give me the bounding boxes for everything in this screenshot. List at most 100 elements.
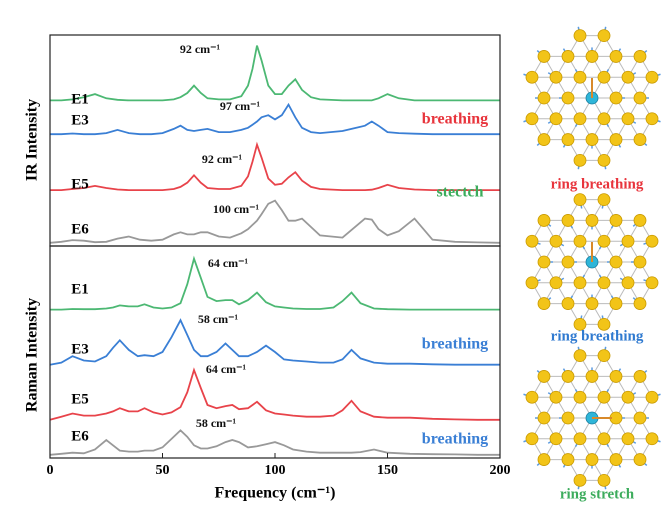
y-axis-label: IR Intensity xyxy=(24,99,41,181)
atom xyxy=(646,391,658,403)
atom xyxy=(622,433,634,445)
atom xyxy=(598,433,610,445)
atom xyxy=(586,370,598,382)
atom xyxy=(598,474,610,486)
legend-label: E6 xyxy=(71,428,89,444)
atom xyxy=(634,454,646,466)
y-axis-label: Raman Intensity xyxy=(24,298,41,412)
x-tick-label: 200 xyxy=(490,463,511,478)
atom xyxy=(610,92,622,104)
atom xyxy=(562,412,574,424)
atom xyxy=(562,134,574,146)
atom xyxy=(586,134,598,146)
legend-label: E1 xyxy=(71,281,89,297)
atom xyxy=(574,154,586,166)
atom xyxy=(562,92,574,104)
plot-frame xyxy=(50,35,500,246)
atom xyxy=(598,350,610,362)
mode-label: ring breathing xyxy=(551,328,644,344)
atom xyxy=(610,370,622,382)
atom xyxy=(610,298,622,310)
x-tick-label: 150 xyxy=(377,463,398,478)
atom xyxy=(526,71,538,83)
atom xyxy=(538,214,550,226)
atom xyxy=(538,454,550,466)
legend-label: E1 xyxy=(71,91,89,107)
atom xyxy=(634,92,646,104)
legend-label: E3 xyxy=(71,341,89,357)
atom xyxy=(526,277,538,289)
atom xyxy=(550,277,562,289)
x-tick-label: 100 xyxy=(265,463,286,478)
atom xyxy=(634,256,646,268)
atom xyxy=(610,256,622,268)
spectrum-line xyxy=(50,201,500,243)
atom xyxy=(598,30,610,42)
annotation: 97 cm⁻¹ xyxy=(220,99,261,113)
atom xyxy=(646,71,658,83)
annotation: 58 cm⁻¹ xyxy=(196,416,237,430)
atom xyxy=(562,214,574,226)
atom xyxy=(610,50,622,62)
figure: E1E3E5E692 cm⁻¹97 cm⁻¹92 cm⁻¹100 cm⁻¹bre… xyxy=(0,0,661,507)
atom xyxy=(550,433,562,445)
spectrum-line xyxy=(50,46,500,101)
atom xyxy=(574,71,586,83)
legend-label: E3 xyxy=(71,112,89,128)
atom xyxy=(646,235,658,247)
atom xyxy=(538,370,550,382)
mode-label: ring stretch xyxy=(560,486,635,502)
atom xyxy=(538,50,550,62)
atom xyxy=(550,391,562,403)
atom xyxy=(562,50,574,62)
atom xyxy=(526,391,538,403)
spectrum-line xyxy=(50,145,500,190)
atom xyxy=(634,50,646,62)
lattice-diagram xyxy=(526,194,658,331)
atom xyxy=(634,298,646,310)
atom xyxy=(526,113,538,125)
annotation: 92 cm⁻¹ xyxy=(180,42,221,56)
mode-label: ring breathing xyxy=(551,176,644,192)
atom xyxy=(526,235,538,247)
atom xyxy=(586,50,598,62)
x-tick-label: 0 xyxy=(47,463,54,478)
atom xyxy=(610,134,622,146)
annotation: 92 cm⁻¹ xyxy=(202,152,243,166)
x-axis-label: Frequency (cm⁻¹) xyxy=(215,485,336,502)
atom xyxy=(562,298,574,310)
atom xyxy=(550,235,562,247)
legend-label: E5 xyxy=(71,176,89,192)
atom xyxy=(610,454,622,466)
annotation: 64 cm⁻¹ xyxy=(208,256,249,270)
atom xyxy=(562,256,574,268)
atom xyxy=(586,298,598,310)
atom xyxy=(598,277,610,289)
atom xyxy=(550,113,562,125)
spectrum-line xyxy=(50,259,500,310)
atom xyxy=(646,113,658,125)
atom xyxy=(574,391,586,403)
atom xyxy=(538,412,550,424)
atom xyxy=(550,71,562,83)
annotation: breathing xyxy=(422,111,488,128)
atom xyxy=(622,391,634,403)
atom xyxy=(586,214,598,226)
atom xyxy=(598,113,610,125)
atom xyxy=(574,194,586,206)
annotation: stectch xyxy=(436,184,483,201)
spectrum-line xyxy=(50,370,500,420)
annotation: 64 cm⁻¹ xyxy=(206,362,247,376)
atom xyxy=(634,370,646,382)
atom xyxy=(598,154,610,166)
legend-label: E5 xyxy=(71,391,89,407)
legend-label: E6 xyxy=(71,221,89,237)
annotation: breathing xyxy=(422,336,488,353)
atom xyxy=(598,71,610,83)
atom xyxy=(538,134,550,146)
atom xyxy=(634,134,646,146)
atom xyxy=(646,277,658,289)
atom xyxy=(574,350,586,362)
atom xyxy=(598,194,610,206)
atom xyxy=(526,433,538,445)
